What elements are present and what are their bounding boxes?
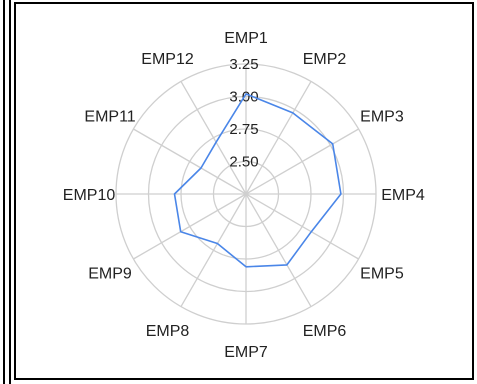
axis-label-7: EMP7 <box>224 344 268 361</box>
tick-label-1: 2.75 <box>229 121 258 138</box>
axis-label-11: EMP11 <box>84 109 135 126</box>
axis-label-12: EMP12 <box>141 51 194 68</box>
axis-label-5: EMP5 <box>360 266 404 283</box>
tick-label-0: 2.50 <box>229 154 258 171</box>
axis-label-10: EMP10 <box>63 187 116 204</box>
axis-labels: EMP1 EMP2 EMP3 EMP4 EMP5 EMP6 EMP7 EMP8 EMP9 EMP1… <box>63 30 425 361</box>
tick-label-3: 3.25 <box>229 56 258 73</box>
spoke-3 <box>245 128 359 195</box>
spoke-5 <box>245 193 359 260</box>
spoke-12 <box>180 81 247 195</box>
axis-label-4: EMP4 <box>381 187 425 204</box>
series-line-1 <box>173 93 342 268</box>
spoke-9 <box>133 193 247 260</box>
spoke-8 <box>180 193 247 307</box>
axis-label-2: EMP2 <box>303 51 347 68</box>
left-border-line-inner <box>9 0 11 384</box>
series-layer <box>173 93 342 268</box>
spoke-2 <box>245 81 312 195</box>
left-border-line <box>3 0 5 384</box>
axis-label-9: EMP9 <box>88 266 132 283</box>
axis-label-1: EMP1 <box>224 30 268 47</box>
axis-label-8: EMP8 <box>146 323 190 340</box>
spokes <box>116 64 376 324</box>
spoke-11 <box>133 128 247 195</box>
axis-label-6: EMP6 <box>303 323 347 340</box>
axis-label-3: EMP3 <box>360 109 404 126</box>
spoke-6 <box>245 193 312 307</box>
